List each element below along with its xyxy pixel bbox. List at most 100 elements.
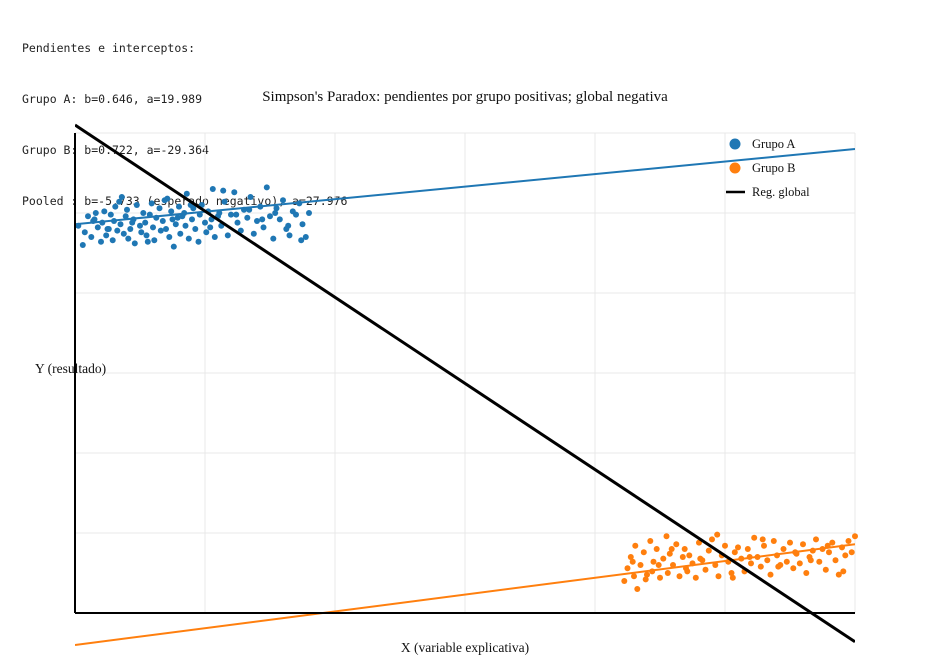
group-b-point [655,562,662,568]
group-b-point [848,549,855,556]
group-b-point [709,536,715,543]
group-b-point [764,557,771,564]
group-a-point [202,219,208,226]
group-b-point [728,570,735,576]
group-a-point [88,234,95,240]
group-b-point [631,573,637,580]
group-b-point [668,546,675,552]
group-a-point [143,232,150,239]
group-b-point [684,568,691,575]
group-a-point [157,227,164,234]
group-a-point [224,232,231,239]
group-b-point [835,571,842,578]
group-a-point [244,214,251,221]
group-a-point [168,208,175,215]
group-a-point [195,238,202,245]
group-a-point [267,213,273,220]
group-a-point [209,186,216,192]
group-b-point [845,538,852,544]
group-b-point [705,547,712,554]
group-b-point [686,552,693,559]
group-a-point [189,216,195,223]
stats-heading: Pendientes e interceptos: [22,41,196,55]
group-b-point [657,574,663,581]
group-a-point [170,243,177,250]
group-a-point [142,219,149,226]
group-a-point [124,206,130,213]
group-b-point [744,546,751,552]
group-b-point [729,574,736,581]
group-a-point [133,202,140,208]
group-a-point [138,229,145,236]
group-b-points [621,531,858,592]
group-a-point [176,203,182,210]
group-a-point [118,194,125,200]
group-b-point [629,558,636,565]
group-a-point [185,235,192,242]
group-b-point [642,576,649,583]
group-a-point [137,222,143,229]
group-b-point [842,552,849,559]
group-b-point [796,560,803,567]
group-a-point [112,203,119,210]
group-b-point [751,534,758,541]
group-a-point [207,224,214,231]
group-b-point [666,550,673,557]
group-b-point [731,549,738,556]
group-b-point [761,542,767,549]
grid-lines [75,132,856,613]
group-a-point [85,213,91,220]
group-a-point [122,213,129,220]
group-a-point [247,194,254,200]
group-a-point [117,221,124,228]
group-a-point [299,221,306,228]
stats-line-pooled: Pooled : b=-5.733 (esperado negativo), a… [22,194,348,208]
group-b-point [632,542,639,549]
group-a-point [259,216,266,223]
group-b-point [840,568,847,575]
group-a-point [293,211,299,218]
group-a-point [114,227,121,234]
group-a-point [140,210,147,216]
stats-line-group-a: Grupo A: b=0.646, a=19.989 [22,92,203,106]
group-b-point [735,544,741,551]
legend-label-global: Reg. global [752,185,810,199]
group-a-point [211,234,218,240]
group-b-point [767,571,774,578]
group-a-point [273,205,280,212]
group-a-point [159,218,166,224]
group-b-point [634,586,641,592]
group-b-point [621,578,628,584]
x-axis-label: X (variable explicativa) [401,640,529,655]
group-a-point [94,224,101,231]
group-b-point [822,566,829,573]
group-a-point [105,226,112,232]
group-a-points [75,184,312,250]
group-a-point [148,200,155,207]
group-b-point [653,546,660,552]
group-a-point [120,230,127,237]
group-a-point [203,229,210,236]
group-a-point [166,234,173,240]
group-a-point [169,216,176,223]
group-a-point [192,226,199,232]
group-b-point [759,536,766,543]
group-a-point [254,218,260,224]
group-a-point [221,198,228,205]
group-a-point [234,219,241,226]
group-a-point [231,189,238,196]
group-b-point [803,570,810,576]
group-b-point [670,562,676,568]
legend-label-group-a: Grupo A [752,137,795,151]
group-b-point [697,555,704,562]
group-b-point [829,539,836,546]
legend: Grupo A Grupo B Reg. global [726,137,810,199]
group-b-point [800,541,806,548]
group-b-point [663,533,670,540]
group-a-point [285,222,292,229]
group-b-point [627,554,634,560]
legend-marker-group-b [729,162,741,174]
group-a-point [92,210,99,216]
regression-lines [75,123,855,646]
group-a-point [233,211,240,218]
